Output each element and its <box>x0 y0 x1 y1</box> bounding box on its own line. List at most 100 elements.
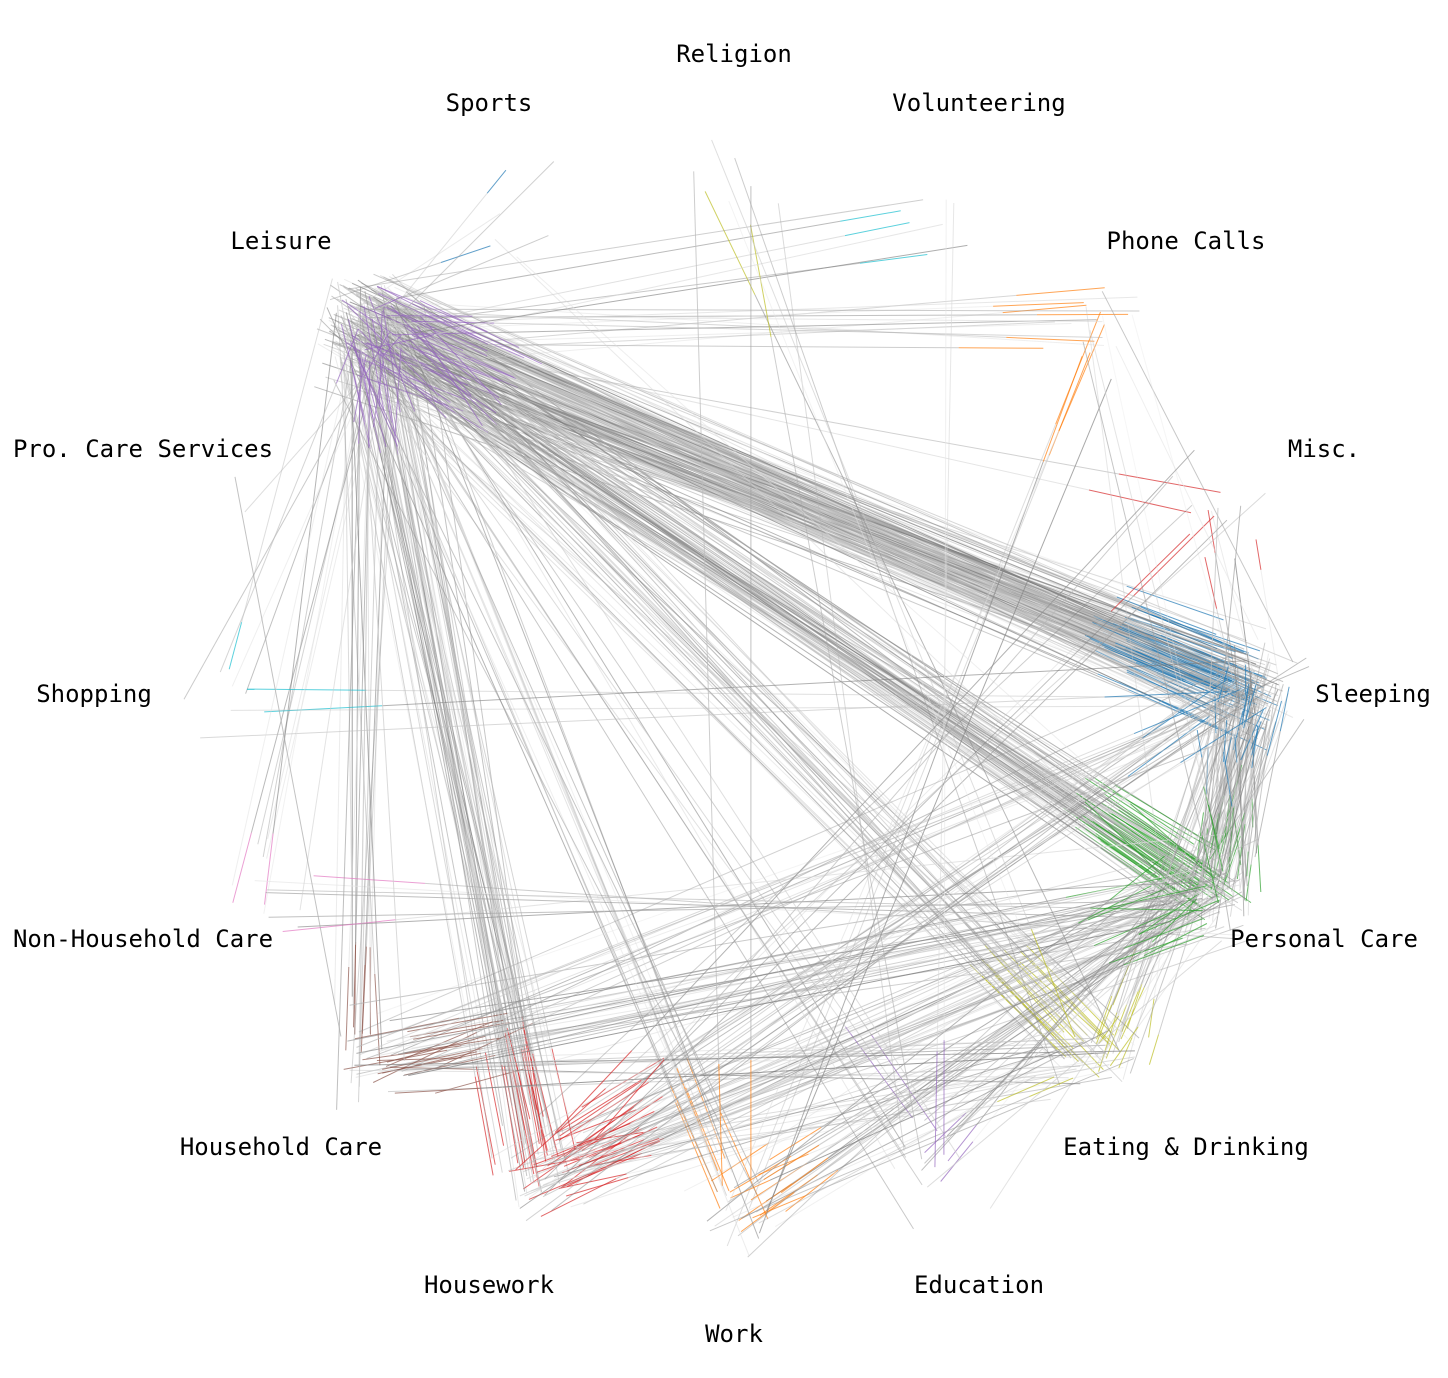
transition-tail-sleeping <box>1127 715 1211 777</box>
transition-tail-sleeping <box>1224 737 1232 765</box>
transition-line-personal-care-to-non-household-care <box>254 880 1244 936</box>
transition-tail-sleeping <box>1127 689 1235 737</box>
transition-tail-leisure <box>377 285 482 340</box>
transition-line-sports-to-personal-care <box>516 256 1131 805</box>
transition-tail-phone-calls <box>1002 304 1087 314</box>
transition-line-personal-care-to-education <box>946 899 1184 1137</box>
transition-line-leisure-to-personal-care <box>414 326 1132 832</box>
transition-line-leisure-to-household-care <box>337 305 376 975</box>
transition-line-personal-care-to-housework <box>608 916 1197 1166</box>
transition-line-phone-calls-to-personal-care <box>1082 341 1203 836</box>
transition-tail-household-care <box>354 944 356 1035</box>
transition-line-work-to-phone-calls <box>726 423 1057 1247</box>
transition-line-eating-drinking-to-household-care <box>409 1042 1085 1070</box>
category-label-phone-calls: Phone Calls <box>1107 227 1266 255</box>
transition-line-eating-drinking-to-leisure <box>398 344 1084 1064</box>
transition-line-leisure-to-non-household-care <box>257 298 388 845</box>
transition-tail-personal-care <box>1245 864 1252 902</box>
transition-tail-sleeping <box>1234 736 1238 763</box>
transition-tail-leisure <box>411 334 516 380</box>
transition-line-sleeping-to-leisure <box>462 350 1215 678</box>
transition-line-sleeping-to-eating-drinking <box>1122 691 1231 1080</box>
category-label-leisure: Leisure <box>230 227 331 255</box>
transition-tail-sports <box>486 169 507 194</box>
transition-line-leisure-to-non-household-care <box>267 345 383 840</box>
transition-tail-household-care <box>402 1037 500 1054</box>
transition-line-housework-to-sleeping <box>551 692 1228 1212</box>
transition-tail-sleeping <box>1170 660 1278 707</box>
transition-line-leisure-to-phone-calls <box>368 314 1038 319</box>
category-label-personal-care: Personal Care <box>1230 925 1418 953</box>
transition-tail-housework <box>566 1148 643 1187</box>
transition-tail-non-household-care <box>232 832 252 903</box>
transition-line-leisure-to-non-household-care <box>272 312 337 834</box>
transition-line-leisure-to-housework <box>382 312 509 1061</box>
transition-line-misc-to-personal-care <box>1204 505 1242 871</box>
transition-tail-education <box>924 1112 967 1153</box>
transition-line-leisure-to-eating-drinking <box>381 320 982 959</box>
transition-line-household-care-to-leisure <box>357 305 405 1062</box>
transition-line-leisure-to-eating-drinking <box>360 330 1065 1060</box>
transition-line-shopping-to-leisure <box>219 383 337 673</box>
transition-tail-leisure <box>396 341 501 382</box>
transition-line-sleeping-to-misc <box>1234 558 1256 714</box>
transition-line-personal-care-to-household-care <box>499 927 1206 1039</box>
transition-tail-housework <box>551 1122 631 1157</box>
transition-line-eating-drinking-to-work <box>741 1030 1109 1220</box>
category-label-religion: Religion <box>676 40 792 68</box>
transition-line-personal-care-to-leisure <box>406 357 1181 886</box>
transition-tail-leisure <box>364 334 435 351</box>
transition-tail-household-care <box>390 1066 473 1070</box>
transition-line-eating-drinking-to-housework <box>628 1042 1083 1179</box>
transition-tail-personal-care <box>1090 907 1203 912</box>
transition-lines <box>183 139 1310 1258</box>
transition-tail-personal-care <box>1081 814 1178 879</box>
transition-line-leisure-to-education <box>386 314 906 1148</box>
transition-line-housework-to-personal-care <box>524 895 1192 1197</box>
transition-tail-household-care <box>376 1057 462 1061</box>
transition-line-eating-drinking-to-religion <box>734 157 1061 1086</box>
transition-line-sports-to-leisure <box>399 235 549 299</box>
transition-line-housework-to-personal-care <box>531 913 1197 1185</box>
transition-line-personal-care-to-sleeping <box>1214 755 1253 896</box>
transition-line-personal-care-to-sleeping <box>1218 696 1242 852</box>
transition-line-leisure-to-sleeping <box>365 363 1115 651</box>
transition-tail-phone-calls <box>1016 287 1105 296</box>
transition-tail-volunteering <box>859 254 928 264</box>
transition-tail-personal-care <box>1095 778 1195 845</box>
transition-line-personal-care-to-sleeping <box>1212 725 1243 901</box>
transition-line-personal-care-to-work <box>820 890 1199 1128</box>
transition-tail-housework <box>522 1049 548 1151</box>
transition-line-personal-care-to-eating-drinking <box>1129 886 1197 1074</box>
transition-line-housework-to-misc <box>544 595 1135 1180</box>
transition-line-leisure-to-sleeping <box>375 355 1277 666</box>
transition-line-personal-care-to-sleeping <box>1215 733 1221 874</box>
transition-tail-housework <box>558 1173 627 1189</box>
transition-line-sleeping-to-eating-drinking <box>1120 662 1269 1026</box>
transition-line-personal-care-to-sleeping <box>1242 721 1268 898</box>
transition-line-eating-drinking-to-household-care <box>349 1069 1069 1079</box>
transition-tail-work <box>686 1058 726 1159</box>
transition-tail-misc <box>1204 556 1218 609</box>
transition-tail-work <box>738 1183 793 1221</box>
category-label-eating-drinking: Eating & Drinking <box>1063 1133 1309 1161</box>
transition-line-work-to-eating-drinking <box>732 1101 998 1218</box>
transition-line-sleeping-to-housework <box>640 682 1237 1082</box>
transition-tail-personal-care <box>1207 804 1224 872</box>
transition-tail-shopping <box>228 622 243 670</box>
transition-line-sleeping-to-misc <box>1216 608 1234 680</box>
transition-tail-sports <box>440 245 491 263</box>
transition-line-eating-drinking-to-leisure <box>438 395 1109 1056</box>
transition-tail-eating-drinking <box>1098 1012 1118 1072</box>
transition-tail-eating-drinking <box>986 963 1074 1049</box>
transition-line-sports-to-personal-care <box>494 239 1086 803</box>
transition-line-household-care-to-leisure <box>358 447 370 1087</box>
transition-tail-sleeping <box>1251 725 1259 768</box>
transition-tail-work <box>769 1126 822 1161</box>
transition-line-personal-care-to-leisure <box>487 431 1225 880</box>
transition-tail-education <box>947 1124 977 1162</box>
transition-line-leisure-to-shopping <box>245 347 373 694</box>
transition-line-personal-care-to-work <box>733 909 1199 1189</box>
transition-line-sleeping-to-leisure <box>465 399 1261 708</box>
transition-line-sleeping-to-leisure <box>517 387 1247 695</box>
